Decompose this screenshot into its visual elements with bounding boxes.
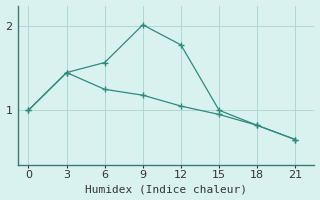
X-axis label: Humidex (Indice chaleur): Humidex (Indice chaleur) [85,184,247,194]
